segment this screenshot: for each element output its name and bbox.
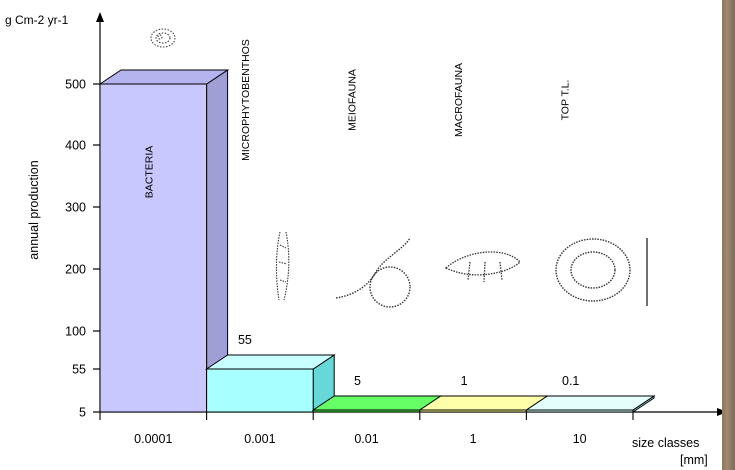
bar-top-face bbox=[524, 395, 656, 411]
x-axis-title: size classes bbox=[632, 436, 699, 450]
bar-top-t-l bbox=[524, 395, 656, 413]
y-tick-label: 500 bbox=[65, 78, 86, 92]
y-tick-label: 100 bbox=[65, 325, 86, 339]
y-axis-title: annual production bbox=[27, 160, 41, 259]
x-tick-label: 0.0001 bbox=[134, 432, 172, 446]
bars bbox=[98, 69, 656, 413]
category-label: BACTERIA bbox=[143, 146, 155, 199]
y-tick-label: 400 bbox=[65, 139, 86, 153]
x-tick-label: 1 bbox=[470, 432, 477, 446]
bar-top-face bbox=[418, 395, 550, 411]
category-label: TOP T.L. bbox=[560, 80, 572, 121]
x-tick-label: 10 bbox=[573, 432, 587, 446]
x-axis-arrow bbox=[717, 408, 722, 416]
macrofauna-sketch-icon bbox=[444, 251, 521, 283]
bar-front-face bbox=[419, 409, 527, 413]
bar-top-face bbox=[311, 395, 443, 411]
y-tick-label: 55 bbox=[72, 363, 86, 377]
bar-microphytobenthos bbox=[204, 354, 336, 413]
value-label: 55 bbox=[238, 333, 252, 347]
x-tick-label: 0.001 bbox=[244, 432, 275, 446]
x-axis-unit: [mm] bbox=[680, 453, 708, 467]
value-label: 5 bbox=[354, 374, 361, 388]
bar-top-face bbox=[204, 354, 336, 370]
top-tl-fish-sketch-icon bbox=[555, 238, 648, 306]
y-tick-label: 5 bbox=[79, 406, 86, 420]
value-label: 0.1 bbox=[562, 374, 579, 388]
category-label: MEIOFAUNA bbox=[347, 69, 359, 131]
bar-bacteria bbox=[98, 69, 230, 413]
category-label: MICROPHYTOBENTHOS bbox=[240, 39, 252, 161]
category-label: MACROFAUNA bbox=[453, 63, 465, 137]
value-label: 1 bbox=[461, 374, 468, 388]
bar-top-face bbox=[98, 69, 230, 85]
bar-front-face bbox=[312, 409, 421, 413]
x-tick-label: 0.01 bbox=[354, 432, 378, 446]
value-labels: 555 1 0.1 bbox=[238, 333, 579, 388]
microphytobenthos-sketch-icon bbox=[275, 231, 290, 301]
y-unit-label: g Cm-2 yr-1 bbox=[5, 13, 69, 27]
y-tick-label: 200 bbox=[65, 263, 86, 277]
meiofauna-sketch-icon bbox=[335, 237, 411, 308]
bacteria-sketch-icon bbox=[150, 28, 176, 48]
bar-front-face bbox=[525, 409, 634, 413]
bar-front-face bbox=[99, 83, 208, 413]
y-tick-label: 300 bbox=[65, 201, 86, 215]
bar-front-face bbox=[206, 368, 314, 413]
right-edge-photo-strip bbox=[722, 0, 735, 470]
category-labels: BACTERIA MICROPHYTOBENTHOS MEIOFAUNA MACROF… bbox=[143, 39, 571, 198]
y-axis-arrow bbox=[96, 12, 104, 22]
x-ticks: 0.0001 0.001 0.01 1 10 bbox=[99, 412, 634, 446]
